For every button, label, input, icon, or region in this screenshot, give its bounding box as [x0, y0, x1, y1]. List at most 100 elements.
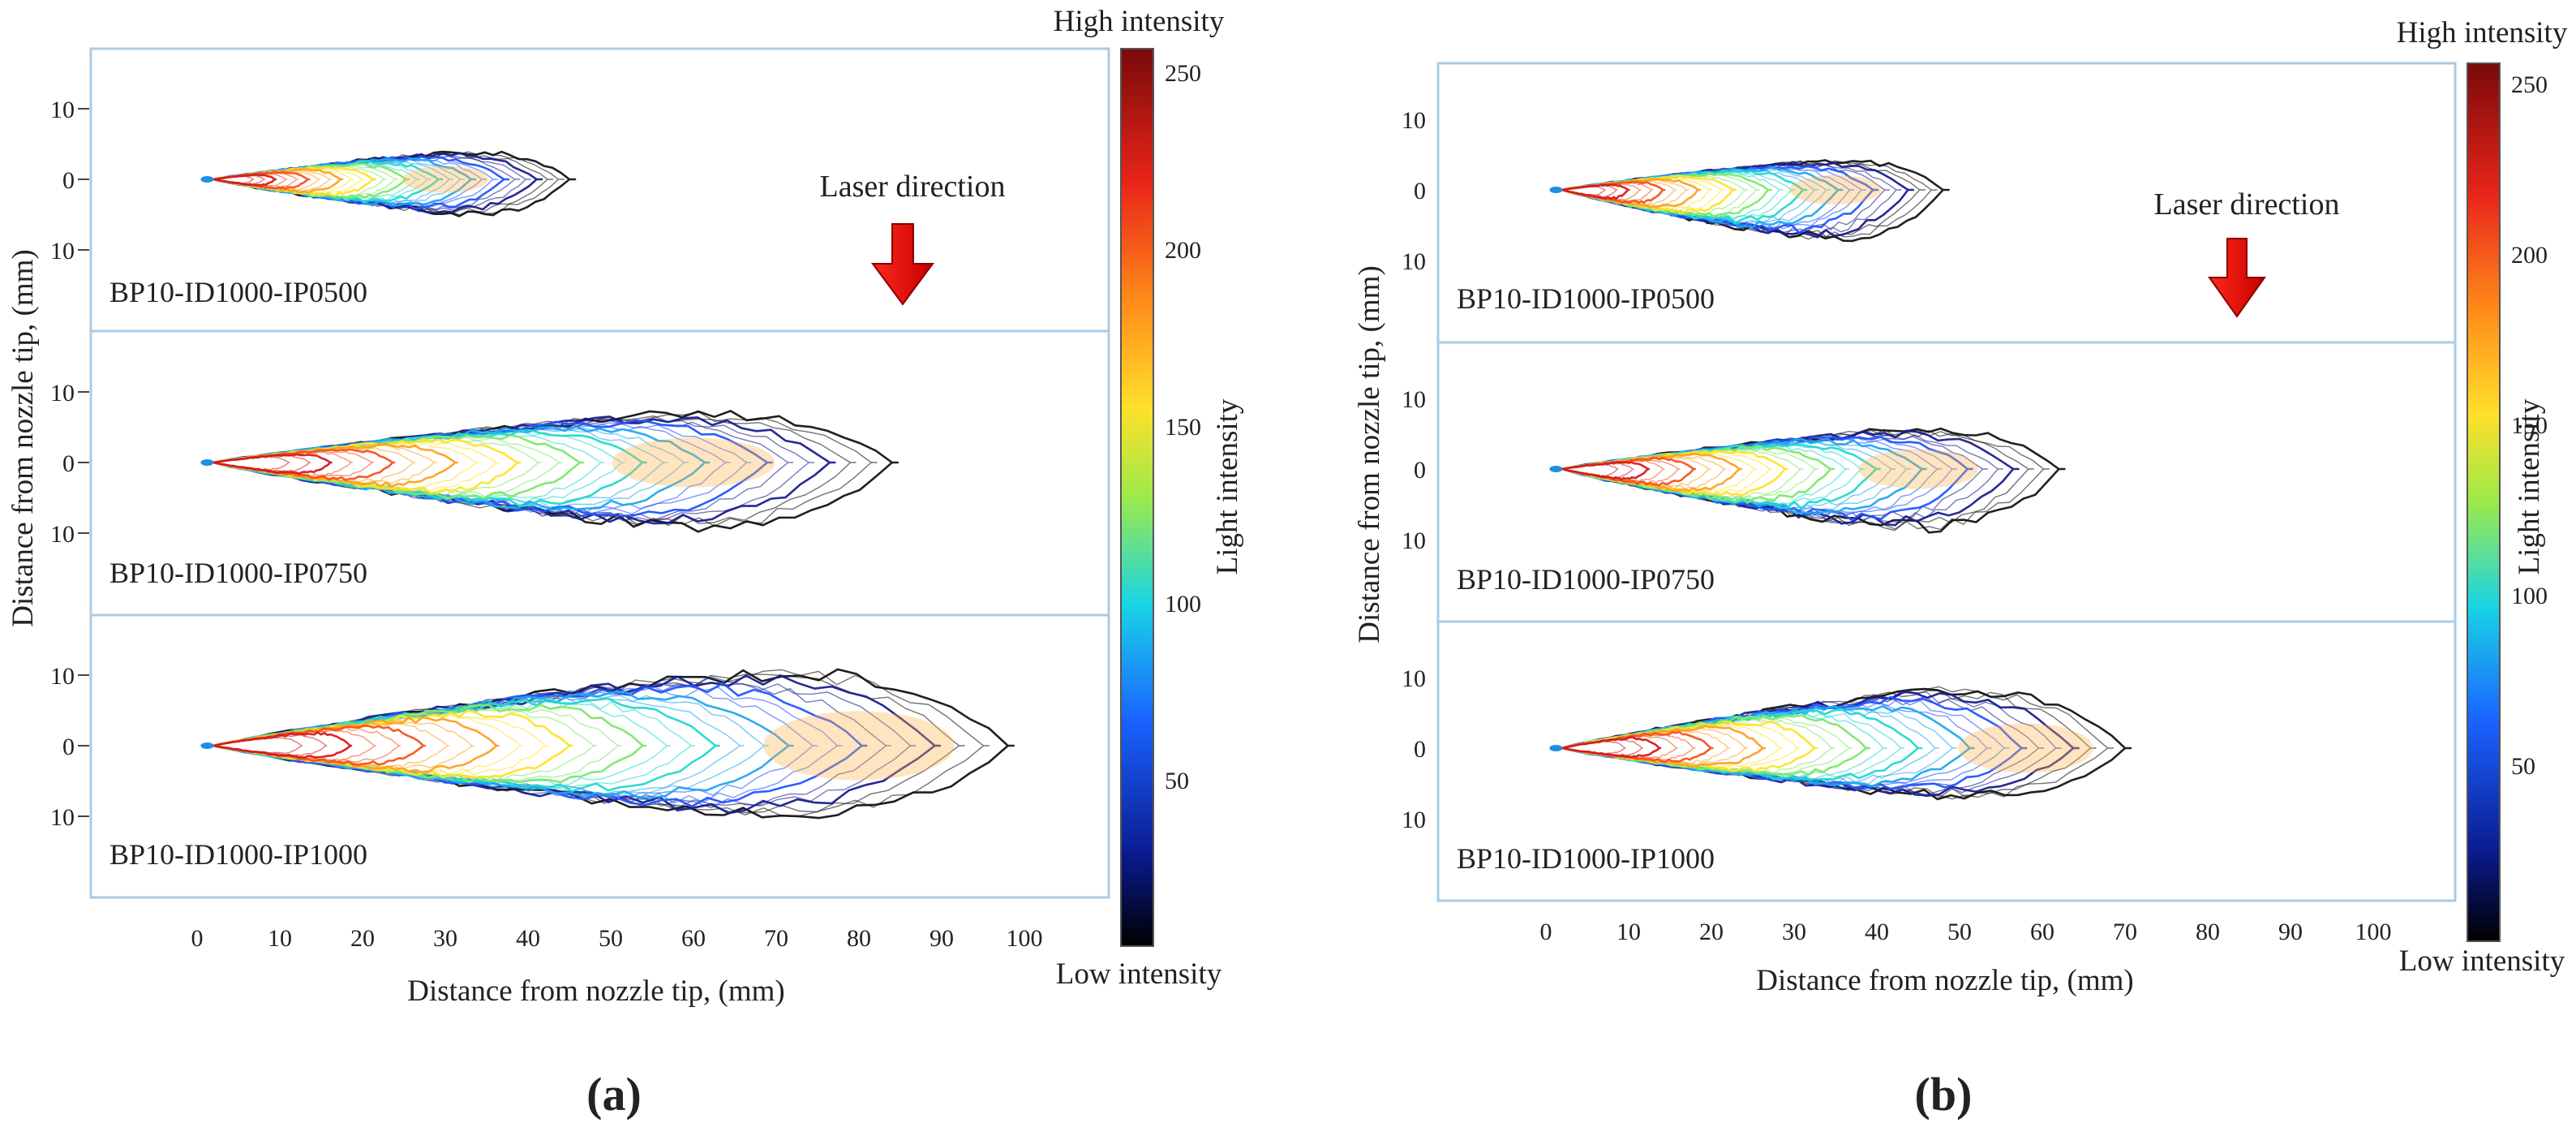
y-tick: 10 — [1402, 807, 1426, 833]
x-tick: 10 — [1616, 919, 1641, 945]
x-tick: 70 — [2113, 919, 2137, 945]
x-tick: 50 — [1947, 919, 1972, 945]
y-tick: 10 — [50, 380, 75, 407]
x-tick: 60 — [2030, 919, 2054, 945]
nozzle-tip-marker — [200, 176, 214, 183]
y-ticks-a: 10 0 10 10 0 10 10 0 10 — [50, 97, 89, 831]
flame-contour-a1 — [200, 150, 577, 217]
x-ticks-a: 0 10 20 30 40 50 60 70 80 90 100 — [191, 925, 1043, 952]
panel-label: BP10-ID1000-IP0750 — [1457, 563, 1715, 596]
flames-b — [1549, 159, 2132, 801]
colorbar-tick: 150 — [1165, 414, 1201, 441]
x-tick: 40 — [1865, 919, 1889, 945]
flame-contour-b2 — [1549, 427, 2066, 534]
x-tick: 60 — [681, 925, 706, 952]
x-tick: 100 — [1007, 925, 1043, 952]
nozzle-tip-marker — [1549, 745, 1563, 751]
y-tick: 10 — [1402, 248, 1426, 275]
y-tick: 10 — [1402, 527, 1426, 554]
y-tick: 10 — [1402, 386, 1426, 413]
colorbar-tick: 50 — [1165, 768, 1189, 794]
x-tick: 30 — [433, 925, 457, 952]
contour-line — [213, 734, 328, 757]
contour-line — [213, 448, 396, 481]
contour-line — [213, 175, 255, 184]
x-tick: 40 — [516, 925, 540, 952]
colorbar-tick: 200 — [2511, 242, 2548, 269]
colorbar-b — [2467, 62, 2501, 942]
intensity-core — [612, 437, 775, 488]
y-tick: 10 — [50, 663, 75, 690]
contour-line — [1562, 713, 1870, 777]
panel-label: BP10-ID1000-IP1000 — [109, 838, 367, 871]
x-tick: 80 — [847, 925, 871, 952]
contour-line — [213, 736, 303, 755]
x-axis-label-b: Distance from nozzle tip, (mm) — [1756, 964, 2133, 997]
intensity-core — [1958, 723, 2093, 773]
colorbar-tick: 200 — [1165, 237, 1201, 264]
nozzle-tip-marker — [1549, 187, 1563, 193]
colorbar-ticks-b: 250 200 150 100 50 — [2511, 71, 2548, 780]
y-tick: 10 — [50, 97, 75, 123]
x-tick: 0 — [191, 925, 204, 952]
intensity-core — [763, 711, 955, 781]
y-axis-label-b: Distance from nozzle tip, (mm) — [1353, 265, 1386, 643]
y-tick: 0 — [1414, 736, 1426, 763]
contour-line — [213, 668, 1015, 820]
x-tick: 90 — [2278, 919, 2303, 945]
panel-label: BP10-ID1000-IP0750 — [109, 557, 367, 589]
colorbar-tick: 100 — [1165, 591, 1201, 617]
laser-arrow-icon — [871, 223, 934, 306]
panel-label: BP10-ID1000-IP0500 — [1457, 282, 1715, 315]
x-tick: 80 — [2196, 919, 2220, 945]
intensity-core — [1789, 174, 1882, 205]
x-tick: 50 — [599, 925, 623, 952]
contour-line — [213, 456, 290, 471]
y-tick: 10 — [1402, 107, 1426, 134]
contour-line — [1562, 437, 1943, 518]
x-axis-label-a: Distance from nozzle tip, (mm) — [407, 975, 784, 1008]
panel-label: BP10-ID1000-IP1000 — [1457, 842, 1715, 875]
intensity-core — [1858, 449, 1978, 489]
y-tick: 10 — [50, 238, 75, 265]
panel-label: BP10-ID1000-IP0500 — [109, 276, 367, 308]
y-tick: 0 — [62, 167, 75, 194]
colorbar-tick: 250 — [1165, 60, 1201, 87]
x-tick: 100 — [2355, 919, 2392, 945]
colorbar-top-label: High intensity — [2397, 16, 2568, 49]
y-tick: 10 — [50, 521, 75, 548]
figure-a: 10 0 10 10 0 10 10 0 10 0 10 20 30 40 50… — [6, 5, 1244, 1121]
x-ticks-b: 0 10 20 30 40 50 60 70 80 90 100 — [1540, 919, 2392, 945]
y-tick: 0 — [1414, 457, 1426, 484]
nozzle-tip-marker — [200, 742, 214, 749]
nozzle-tip-marker — [200, 459, 214, 466]
y-ticks-b: 10 0 10 10 0 10 10 0 10 — [1402, 107, 1426, 833]
x-tick: 70 — [764, 925, 788, 952]
laser-direction-label: Laser direction — [2154, 187, 2340, 222]
flame-contour-b3 — [1549, 686, 2132, 801]
colorbar-tick: 100 — [2511, 583, 2548, 609]
colorbar-tick: 150 — [2511, 412, 2548, 439]
panel-a3-frame — [89, 613, 1110, 899]
flames-a — [200, 150, 1015, 820]
contour-line — [1562, 463, 1619, 477]
colorbar-label: Light intensity — [1211, 398, 1244, 574]
caption-b: (b) — [1915, 1068, 1973, 1121]
x-tick: 20 — [1699, 919, 1724, 945]
y-tick: 10 — [1402, 665, 1426, 692]
x-tick: 90 — [930, 925, 954, 952]
caption-a: (a) — [586, 1068, 642, 1121]
y-tick: 0 — [62, 734, 75, 760]
figure-b: 10 0 10 10 0 10 10 0 10 0 10 20 30 40 50… — [1353, 16, 2568, 1121]
laser-arrow-icon — [2208, 238, 2266, 318]
x-tick: 30 — [1782, 919, 1806, 945]
contour-line — [1562, 740, 1626, 755]
x-tick: 20 — [350, 925, 375, 952]
colorbar-tick: 50 — [2511, 753, 2535, 780]
y-tick: 0 — [62, 450, 75, 477]
intensity-core — [402, 166, 488, 193]
colorbar-ticks-a: 250 200 150 100 50 — [1165, 60, 1201, 794]
nozzle-tip-marker — [1549, 466, 1563, 472]
panel-b3-frame — [1436, 620, 2457, 902]
